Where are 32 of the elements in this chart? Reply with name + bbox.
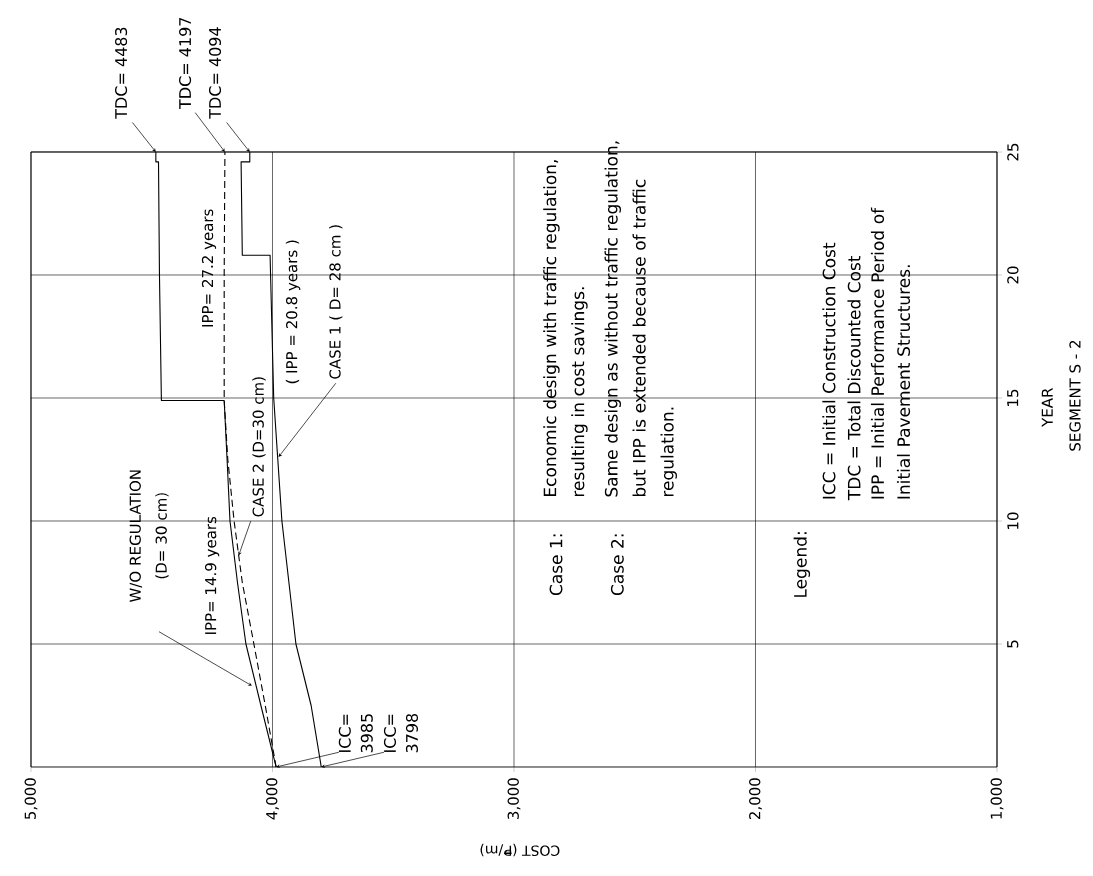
x-axis-title: COST (₱/m) — [480, 843, 560, 857]
x-tick-label: 4,000 — [266, 778, 279, 820]
annotation: TDC= 4197 — [179, 17, 192, 110]
annotation: Same design as without traffic regulation, but IPP is extended because of traffic regulation. — [604, 141, 677, 497]
annotation: TDC = Total Discounted Cost — [847, 255, 861, 501]
y-tick-label: 15 — [1007, 389, 1019, 406]
x-tick-label: 5,000 — [24, 778, 38, 819]
annotation: IPP= 27.2 years — [201, 209, 217, 327]
legend-label: CASE 2 (D=30 cm) — [252, 377, 266, 517]
annotation: ICC= 3798 — [383, 713, 419, 753]
annotation: ICC= 3985 — [338, 714, 373, 753]
annotation: ( IPP = 20.8 years ) — [285, 240, 301, 384]
y-axis-title: YEAR — [1041, 387, 1053, 427]
annotation: W/O REGULATION (D= 30 cm) — [129, 470, 169, 603]
y-tick-label: 10 — [1007, 512, 1019, 529]
annotation: TDC= 4094 — [208, 27, 222, 119]
annotation: IPP= 14.9 years — [204, 516, 220, 634]
annotation: ICC = Initial Construction Cost — [822, 242, 836, 499]
annotation: Legend: — [793, 532, 811, 597]
annotation: Case 1: — [549, 534, 563, 596]
x-tick-label: 1,000 — [990, 778, 1004, 819]
annotation: Case 2: — [610, 534, 624, 596]
annotation: TDC= 4483 — [115, 27, 128, 119]
x-tick-label: 2,000 — [749, 778, 762, 820]
y-tick-label: 20 — [1007, 266, 1019, 284]
y-tick-label: 25 — [1007, 143, 1019, 161]
annotation: IPP = Initial Performance Period of Initial Pavement Structures. — [870, 207, 911, 499]
text: SEGMENT S - 2 — [1069, 340, 1081, 451]
y-tick-label: 5 — [1007, 640, 1019, 648]
annotation: Economic design with traffic regulation, resulting in cost savings. — [543, 160, 588, 497]
x-tick-label: 3,000 — [507, 778, 521, 819]
text: CASE 1 ( D= 28 cm ) — [329, 225, 343, 379]
